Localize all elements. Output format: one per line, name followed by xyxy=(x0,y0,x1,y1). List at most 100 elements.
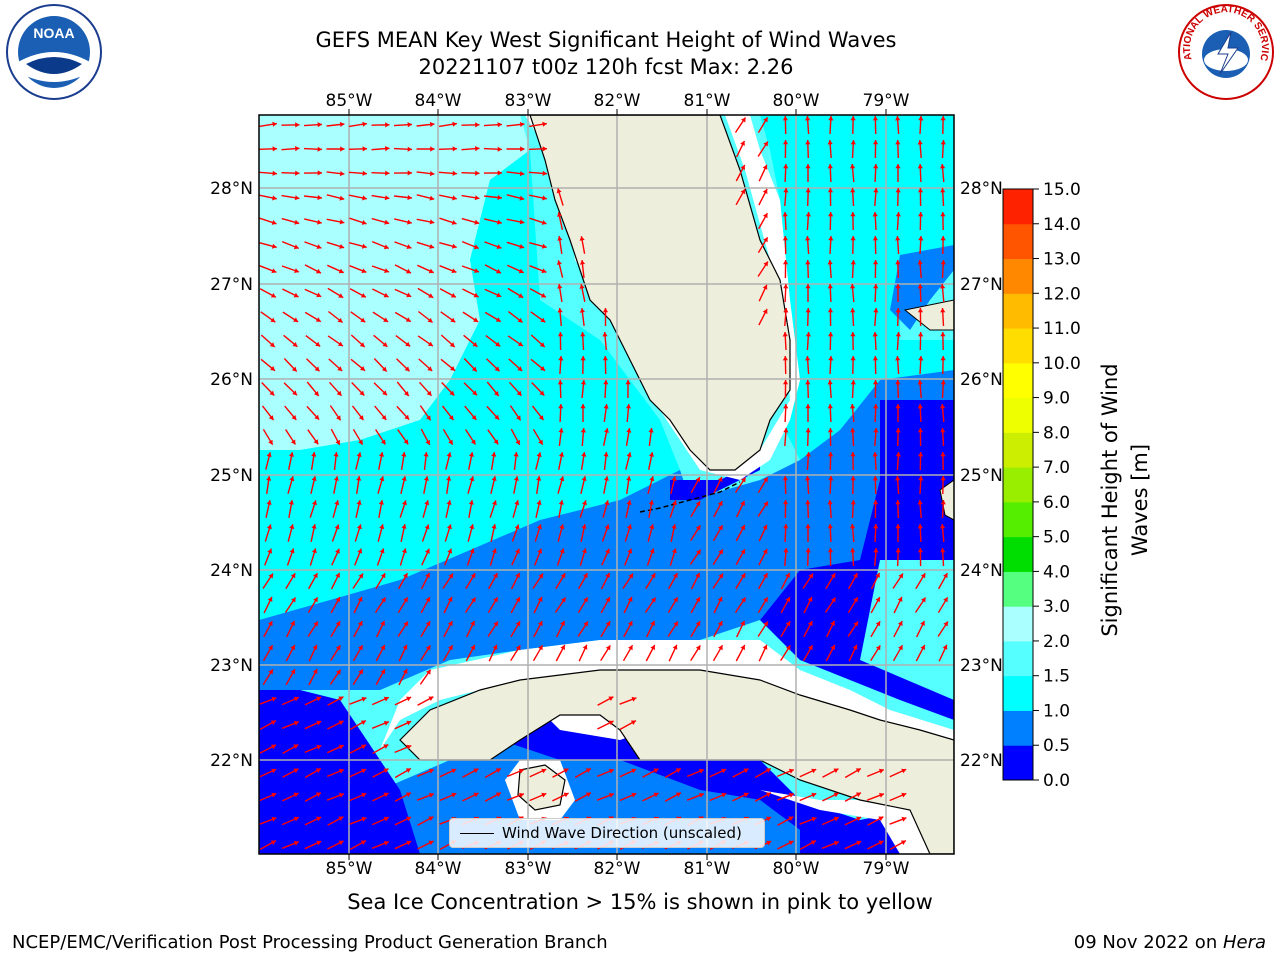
wave-direction-arrowhead xyxy=(581,524,587,529)
wave-direction-arrowhead xyxy=(452,146,457,152)
wave-direction-arrowhead xyxy=(271,792,277,798)
wave-direction-arrowhead xyxy=(293,292,299,298)
wave-direction-arrowhead xyxy=(335,439,340,445)
lat-label-left: 27°N xyxy=(210,275,253,295)
wave-direction-arrowhead xyxy=(448,645,453,651)
wave-direction-arrowhead xyxy=(383,292,389,298)
wave-direction-arrowhead xyxy=(405,317,411,322)
wave-direction-arrowhead xyxy=(337,366,343,371)
wave-direction-arrowhead xyxy=(360,293,366,298)
wave-direction-arrowhead xyxy=(474,268,479,273)
wave-direction-arrowhead xyxy=(873,428,879,433)
wave-direction-arrowhead xyxy=(605,597,610,603)
wave-direction-arrowhead xyxy=(762,189,768,194)
wave-direction-arrowhead xyxy=(472,390,477,396)
wave-direction-arrowhead xyxy=(827,380,833,385)
wave-direction-arrowhead xyxy=(563,792,569,798)
wave-direction-arrowhead xyxy=(383,244,389,250)
wave-direction-arrowhead xyxy=(766,816,772,822)
wave-direction-arrowhead xyxy=(336,390,342,396)
wave-direction-arrowhead xyxy=(695,525,701,531)
colorbar-segment xyxy=(1003,258,1033,294)
wave-direction-arrowhead xyxy=(425,597,430,603)
wave-direction-arrowhead xyxy=(451,220,457,225)
wave-direction-arrowhead xyxy=(385,122,390,128)
wave-direction-arrowhead xyxy=(718,573,723,579)
wave-direction-arrowhead xyxy=(672,500,677,506)
wave-direction-arrowhead xyxy=(383,744,389,749)
wave-direction-arrowhead xyxy=(517,317,523,323)
colorbar-segment xyxy=(1003,328,1033,364)
wave-direction-arrowhead xyxy=(850,236,856,241)
wave-direction-arrowhead xyxy=(538,573,543,579)
wave-direction-arrowhead xyxy=(429,171,435,177)
wave-direction-arrowhead xyxy=(827,428,833,433)
wave-direction-arrowhead xyxy=(295,122,300,128)
wave-direction-arrowhead xyxy=(448,415,454,421)
wave-direction-arrowhead xyxy=(494,391,499,396)
wave-direction-arrowhead xyxy=(333,476,339,481)
wave-field-1p0 xyxy=(259,150,680,620)
wave-direction-arrowhead xyxy=(536,452,542,458)
wave-direction-arrowhead xyxy=(519,195,525,201)
wave-direction-arrowhead xyxy=(558,356,564,361)
wave-direction-arrowhead xyxy=(497,146,502,152)
wave-direction-arrowhead xyxy=(602,308,609,313)
wave-direction-arrowhead xyxy=(271,268,277,274)
wave-direction-arrowhead xyxy=(940,356,946,361)
wave-direction-arrowhead xyxy=(805,308,811,313)
lon-label-top: 80°W xyxy=(773,91,820,111)
wave-direction-arrowhead xyxy=(378,500,384,505)
wave-direction-arrowhead xyxy=(782,356,788,361)
lon-label-bottom: 82°W xyxy=(594,859,641,879)
wave-direction-arrowhead xyxy=(940,332,946,337)
wave-direction-arrowhead xyxy=(805,332,811,337)
wave-direction-arrowhead xyxy=(311,548,317,554)
map-legend: Wind Wave Direction (unscaled) xyxy=(449,818,765,848)
wave-direction-arrowhead xyxy=(763,597,768,603)
wave-direction-arrowhead xyxy=(561,597,566,603)
wave-direction-arrowhead xyxy=(315,317,321,322)
wave-direction-arrowhead xyxy=(850,548,856,553)
colorbar-tick-label: 6.0 xyxy=(1043,493,1070,513)
wave-direction-arrowhead xyxy=(339,792,344,798)
land-florida xyxy=(529,115,791,471)
wave-direction-arrowhead xyxy=(830,573,836,579)
wave-direction-arrowhead xyxy=(580,428,586,433)
wave-direction-arrowhead xyxy=(763,261,768,267)
wave-direction-arrowhead xyxy=(603,452,609,457)
wave-direction-arrowhead xyxy=(558,452,564,457)
wave-direction-arrowhead xyxy=(541,792,547,798)
wave-direction-arrowhead xyxy=(474,195,480,201)
wave-direction-arrowhead xyxy=(272,170,277,176)
wave-direction-arrowhead xyxy=(541,243,547,249)
wave-direction-arrowhead xyxy=(338,816,344,821)
wave-direction-arrowhead xyxy=(807,621,813,626)
wave-direction-arrowhead xyxy=(426,390,432,396)
wave-direction-arrowhead xyxy=(407,122,412,128)
wave-direction-arrowhead xyxy=(338,293,344,298)
lat-label-right: 26°N xyxy=(960,370,1003,390)
wave-direction-arrowhead xyxy=(649,476,655,482)
wave-direction-arrowhead xyxy=(266,524,272,530)
wave-direction-arrowhead xyxy=(515,621,521,627)
lat-label-right: 22°N xyxy=(960,751,1003,771)
wave-direction-arrowhead xyxy=(381,415,387,420)
wave-direction-arrowhead xyxy=(783,548,789,553)
wave-direction-arrowhead xyxy=(428,268,434,274)
wave-direction-arrowhead xyxy=(407,170,412,176)
footer-right: 09 Nov 2022 on Hera xyxy=(1074,932,1266,953)
wave-direction-arrowhead xyxy=(446,500,452,505)
wave-direction-arrowhead xyxy=(581,452,587,457)
wave-direction-arrowhead xyxy=(895,164,901,169)
wave-direction-arrowhead xyxy=(603,380,609,385)
wave-direction-arrowhead xyxy=(766,840,772,846)
footer-host: Hera xyxy=(1222,932,1266,953)
wave-direction-arrowhead xyxy=(827,260,833,265)
wave-direction-arrowhead xyxy=(940,476,946,481)
wave-direction-arrowhead xyxy=(741,477,746,483)
wave-direction-arrowhead xyxy=(827,308,833,313)
wave-direction-arrowhead xyxy=(560,645,565,650)
wave-direction-arrowhead xyxy=(291,415,297,420)
wave-direction-arrowhead xyxy=(828,356,834,361)
